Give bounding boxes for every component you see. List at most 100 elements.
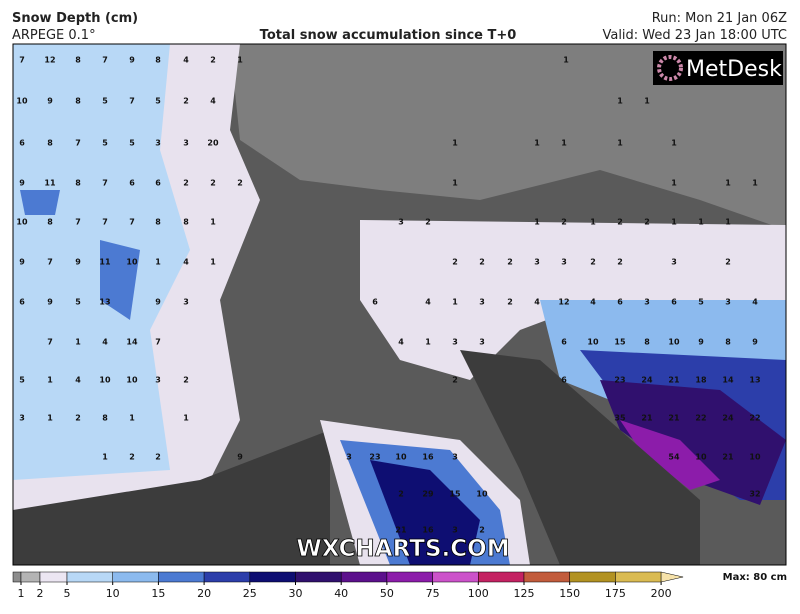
snow-depth-label: 1 — [75, 338, 81, 347]
snow-depth-label: 3 — [671, 258, 677, 267]
snow-depth-label: 5 — [19, 376, 25, 385]
snow-depth-label: 13 — [99, 298, 110, 307]
snow-depth-label: 10 — [668, 338, 680, 347]
snow-depth-label: 2 — [479, 258, 485, 267]
legend-tick-label: 125 — [514, 587, 535, 600]
snow-depth-label: 4 — [534, 298, 540, 307]
snow-depth-label: 10 — [99, 376, 111, 385]
snow-depth-label: 7 — [19, 56, 25, 65]
legend-tick-label: 200 — [651, 587, 672, 600]
snow-depth-label: 4 — [425, 298, 431, 307]
snow-depth-label: 54 — [668, 453, 680, 462]
snow-depth-label: 1 — [210, 218, 216, 227]
legend-swatch — [615, 571, 662, 583]
snow-depth-label: 10 — [587, 338, 599, 347]
run-time: Run: Mon 21 Jan 06Z — [652, 11, 787, 26]
snow-depth-label: 6 — [561, 338, 567, 347]
snow-depth-label: 1 — [617, 97, 623, 106]
snow-depth-label: 1 — [671, 139, 677, 148]
snow-depth-label: 1 — [47, 414, 53, 423]
legend-tick-label: 100 — [468, 587, 489, 600]
snow-depth-label: 2 — [479, 526, 485, 535]
logo: MetDesk — [686, 57, 782, 82]
title: Snow Depth (cm) — [12, 11, 138, 26]
snow-depth-label: 21 — [722, 453, 734, 462]
snow-depth-label: 7 — [75, 139, 81, 148]
snow-depth-label: 1 — [534, 139, 540, 148]
snow-depth-label: 8 — [75, 56, 81, 65]
snow-depth-label: 2 — [507, 298, 513, 307]
snow-depth-label: 1 — [183, 414, 189, 423]
legend-tick-label: 5 — [64, 587, 71, 600]
snow-depth-label: 1 — [671, 218, 677, 227]
map-frame — [12, 43, 787, 566]
legend-tick-label: 175 — [605, 587, 626, 600]
watermark: WXCHARTS.COM — [296, 536, 509, 562]
snow-depth-label: 11 — [99, 258, 111, 267]
snow-depth-label: 2 — [183, 376, 189, 385]
snow-depth-label: 1 — [237, 56, 243, 65]
snow-depth-label: 1 — [752, 179, 758, 188]
snow-depth-label: 3 — [19, 414, 25, 423]
snow-depth-label: 2 — [507, 258, 513, 267]
snow-depth-label: 9 — [237, 453, 243, 462]
snow-depth-label: 23 — [614, 376, 625, 385]
snow-depth-label: 1 — [452, 179, 458, 188]
snow-depth-label: 6 — [155, 179, 161, 188]
snow-depth-label: 16 — [422, 453, 434, 462]
legend-tick-label: 25 — [243, 587, 257, 600]
snow-depth-label: 9 — [19, 179, 25, 188]
snow-depth-label: 7 — [47, 338, 53, 347]
snow-depth-label: 2 — [452, 258, 458, 267]
snow-depth-label: 22 — [695, 414, 706, 423]
snow-depth-label: 29 — [422, 490, 434, 499]
snow-depth-label: 7 — [47, 258, 53, 267]
snow-depth-label: 6 — [129, 179, 135, 188]
legend-tick-label: 30 — [289, 587, 303, 600]
valid-time: Valid: Wed 23 Jan 18:00 UTC — [602, 28, 787, 43]
snow-depth-label: 2 — [725, 258, 731, 267]
snow-depth-label: 3 — [561, 258, 567, 267]
snow-depth-label: 10 — [476, 490, 488, 499]
legend-swatch — [249, 571, 296, 583]
west-blue-patch — [20, 190, 140, 320]
legend-tick-label: 10 — [106, 587, 120, 600]
legend-swatch — [340, 571, 388, 583]
snow-depth-label: 1 — [534, 218, 540, 227]
snow-depth-label: 1 — [47, 376, 53, 385]
snow-depth-label: 3 — [644, 298, 650, 307]
snow-depth-label: 5 — [102, 139, 108, 148]
legend-swatch — [20, 571, 41, 583]
snow-depth-label: 3 — [725, 298, 731, 307]
snow-depth-label: 1 — [561, 139, 567, 148]
snow-depth-label: 1 — [210, 258, 216, 267]
snow-depth-label: 9 — [698, 338, 704, 347]
snow-depth-label: 7 — [102, 218, 108, 227]
adriatic-sea — [460, 350, 700, 565]
snow-depth-label: 7 — [102, 179, 108, 188]
snow-depth-label: 1 — [617, 139, 623, 148]
snow-depth-label: 12 — [44, 56, 55, 65]
snow-depth-label: 21 — [395, 526, 407, 535]
snow-depth-label: 1 — [590, 218, 596, 227]
snow-depth-label: 10 — [126, 376, 138, 385]
snow-depth-label: 1 — [725, 179, 731, 188]
snow-depth-label: 1 — [155, 258, 161, 267]
snow-depth-label: 4 — [75, 376, 81, 385]
snow-depth-label: 2 — [183, 97, 189, 106]
legend-tick-label: 75 — [426, 587, 440, 600]
snow-depth-label: 22 — [749, 414, 760, 423]
legend-arrow — [660, 571, 684, 583]
snow-depth-label: 5 — [75, 298, 81, 307]
snow-depth-label: 5 — [698, 298, 704, 307]
east-magenta — [620, 420, 720, 490]
snow-depth-label: 10 — [395, 453, 407, 462]
north-grey — [230, 44, 786, 230]
snow-depth-label: 5 — [102, 97, 108, 106]
snow-depth-label: 8 — [725, 338, 731, 347]
snow-depth-label: 1 — [102, 453, 108, 462]
snow-depth-label: 2 — [210, 179, 216, 188]
snow-depth-label: 20 — [207, 139, 219, 148]
snow-depth-label: 3 — [398, 218, 404, 227]
